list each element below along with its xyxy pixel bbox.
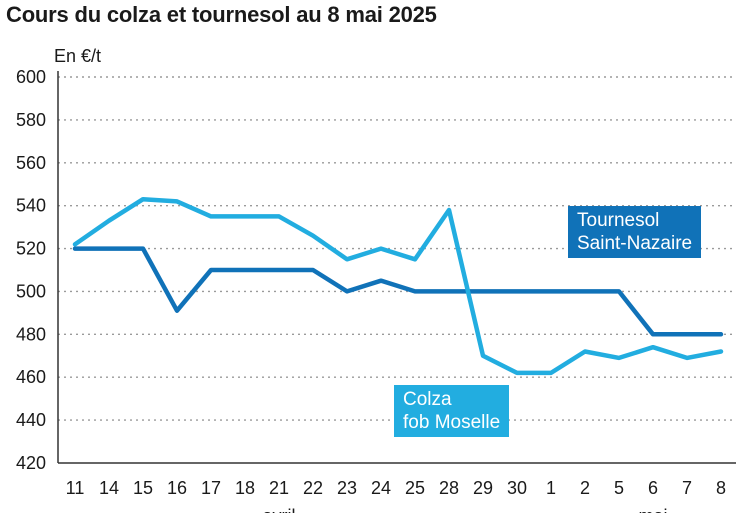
- x-tick-label-8: 8: [716, 478, 726, 498]
- x-tick-label-2: 2: [580, 478, 590, 498]
- x-tick-label-16: 16: [167, 478, 187, 498]
- x-tick-label-30: 30: [507, 478, 527, 498]
- axes: [57, 71, 736, 464]
- x-tick-label-15: 15: [133, 478, 153, 498]
- x-tick-label-5: 5: [614, 478, 624, 498]
- y-tick-label-580: 580: [16, 110, 46, 130]
- colza-series-label: Colza fob Moselle: [394, 385, 510, 437]
- x-tick-label-1: 1: [546, 478, 556, 498]
- y-tick-label-460: 460: [16, 367, 46, 387]
- y-tick-label-600: 600: [16, 67, 46, 87]
- x-tick-label-24: 24: [371, 478, 391, 498]
- colza-label-line-2: fob Moselle: [403, 412, 501, 433]
- x-tick-label-25: 25: [405, 478, 425, 498]
- tournesol-series-label: Tournesol Saint-Nazaire: [568, 206, 702, 258]
- x-tick-label-22: 22: [303, 478, 323, 498]
- x-tick-label-11: 11: [66, 478, 85, 498]
- colza-label-line-1: Colza: [403, 389, 452, 410]
- month-label-avril: avril: [262, 506, 295, 513]
- series-lines: [72, 196, 724, 376]
- x-tick-label-29: 29: [473, 478, 493, 498]
- chart-title: Cours du colza et tournesol au 8 mai 202…: [6, 2, 437, 27]
- y-tick-label-420: 420: [16, 453, 46, 473]
- y-tick-label-540: 540: [16, 196, 46, 216]
- x-tick-labels: 1114151617182122232425282930125678avrilm…: [66, 478, 726, 513]
- y-axis-unit-label: En €/t: [54, 46, 102, 66]
- y-tick-label-440: 440: [16, 410, 46, 430]
- colza-series-line: [72, 196, 724, 376]
- y-tick-label-520: 520: [16, 239, 46, 259]
- tournesol-label-line-1: Tournesol: [577, 210, 660, 231]
- x-tick-label-17: 17: [201, 478, 221, 498]
- y-tick-label-500: 500: [16, 281, 46, 301]
- x-tick-label-7: 7: [682, 478, 692, 498]
- tournesol-series-line: [72, 246, 724, 337]
- x-tick-label-6: 6: [648, 478, 658, 498]
- y-tick-labels: 420 440 460 480 500 520 540 560 580 600: [16, 67, 46, 473]
- month-label-mai: mai: [638, 506, 667, 513]
- x-tick-label-28: 28: [439, 478, 459, 498]
- y-tick-label-560: 560: [16, 153, 46, 173]
- y-tick-label-480: 480: [16, 324, 46, 344]
- x-tick-label-23: 23: [337, 478, 357, 498]
- x-tick-label-18: 18: [235, 478, 255, 498]
- tournesol-label-line-2: Saint-Nazaire: [577, 233, 693, 254]
- x-tick-label-21: 21: [269, 478, 289, 498]
- x-tick-label-14: 14: [99, 478, 119, 498]
